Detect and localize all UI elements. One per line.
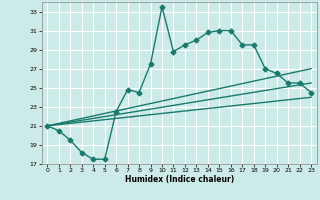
X-axis label: Humidex (Indice chaleur): Humidex (Indice chaleur) (124, 175, 234, 184)
